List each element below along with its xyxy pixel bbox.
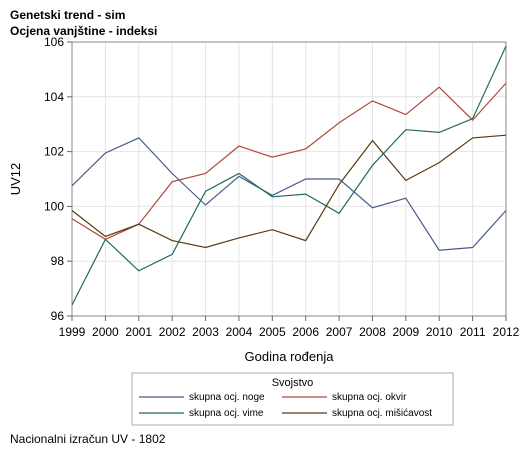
x-tick-label: 1999 <box>59 325 86 339</box>
series-lines <box>71 45 507 306</box>
legend: Svojstvo skupna ocj. noge skupna ocj. okv… <box>131 372 454 426</box>
x-tick-label: 2008 <box>359 325 386 339</box>
series-line-3 <box>71 45 507 306</box>
legend-entry: skupna ocj. okvir <box>332 392 407 403</box>
x-tick-label: 2007 <box>326 325 353 339</box>
y-tick-label: 100 <box>44 199 64 213</box>
x-tick-label: 2006 <box>292 325 319 339</box>
grid-lines <box>71 41 507 317</box>
x-tick-label: 2003 <box>192 325 219 339</box>
legend-box <box>131 372 454 426</box>
legend-title: Svojstvo <box>272 377 314 389</box>
x-axis: 1999 2000 2001 2002 2003 2004 2005 2006 2007 2008… <box>59 316 520 339</box>
y-tick-label: 102 <box>44 145 64 159</box>
x-tick-label: 2011 <box>460 325 486 339</box>
x-axis-label: Godina rođenja <box>245 349 335 364</box>
series-line-1 <box>71 137 507 251</box>
legend-entry: skupna ocj. noge <box>189 392 265 403</box>
y-axis-label: UV12 <box>8 163 23 196</box>
y-tick-label: 98 <box>51 254 65 268</box>
x-tick-label: 2005 <box>259 325 286 339</box>
x-tick-label: 2012 <box>493 325 520 339</box>
chart-subtitle: Ocjena vanjštine - indeksi <box>10 24 158 38</box>
x-tick-label: 2010 <box>426 325 453 339</box>
x-tick-label: 2001 <box>125 325 152 339</box>
chart-title: Genetski trend - sim <box>10 8 126 22</box>
series-line-4 <box>71 134 507 249</box>
y-tick-label: 96 <box>51 309 65 323</box>
y-tick-label: 104 <box>44 90 64 104</box>
y-axis: 96 98 100 102 104 106 <box>44 35 72 323</box>
x-tick-label: 2000 <box>92 325 119 339</box>
x-tick-label: 2009 <box>392 325 419 339</box>
plot-frame <box>71 41 507 317</box>
x-tick-label: 2004 <box>226 325 253 339</box>
legend-entry: skupna ocj. vime <box>189 408 264 419</box>
legend-entry: skupna ocj. mišićavost <box>332 408 432 419</box>
footnote: Nacionalni izračun UV - 1802 <box>10 432 166 446</box>
series-line-2 <box>71 82 507 240</box>
y-tick-label: 106 <box>44 35 64 49</box>
x-tick-label: 2002 <box>159 325 186 339</box>
